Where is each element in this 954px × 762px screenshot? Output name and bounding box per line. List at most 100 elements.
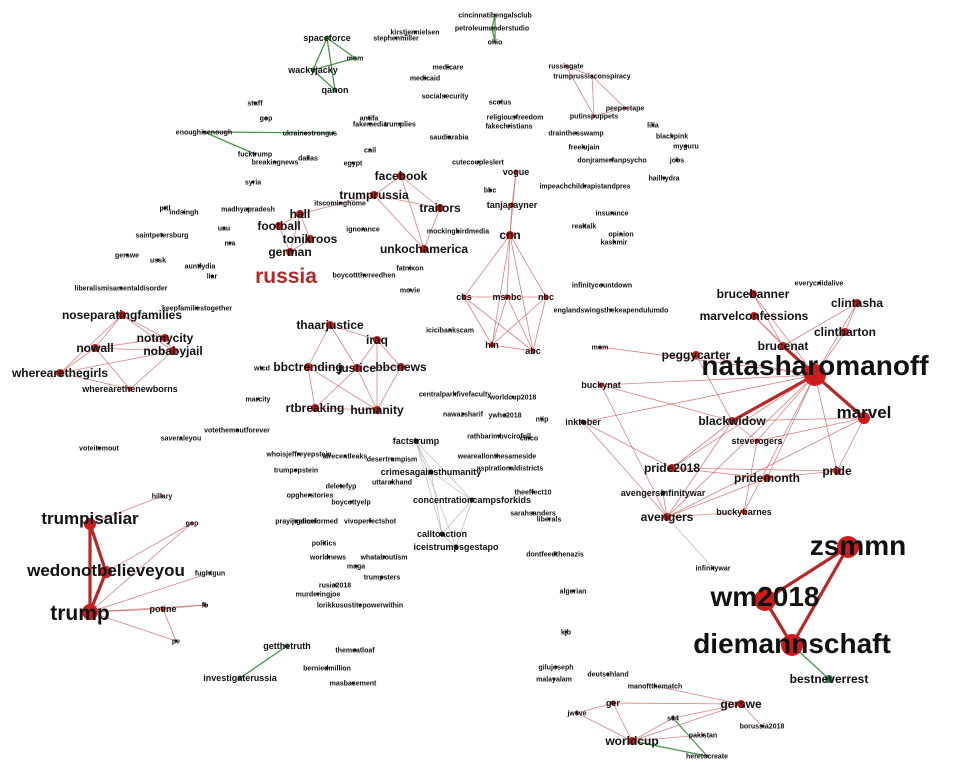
edge-msnbc-abc: [506, 296, 534, 352]
node-label: gop: [186, 520, 199, 527]
node-pridemonth: pridemonth: [734, 471, 800, 485]
node-humanity: humanity: [350, 403, 404, 417]
node-abc: abc: [525, 346, 541, 356]
node-label: ignorance: [346, 226, 380, 233]
edge-ger-gerswe: [612, 702, 742, 705]
node-boycottyelp: boycottyelp: [331, 499, 370, 506]
node-dot: [554, 665, 558, 669]
node-label: saudiarabia: [430, 134, 469, 141]
node-dot: [448, 328, 452, 332]
node-pakistan: pakistan: [689, 732, 717, 739]
node-dot: [368, 519, 372, 523]
node-label: worldcup2018: [489, 394, 537, 401]
node-dot: [580, 419, 586, 425]
node-dot: [837, 536, 859, 558]
node-berniedmillion: berniedmillion: [303, 665, 351, 672]
node-nbc: nbc: [538, 292, 554, 302]
edge-noseparatingfamilies-nowall: [94, 314, 123, 349]
node-fughtgun: fughtgun: [195, 570, 225, 577]
node-politics: politics: [312, 540, 337, 547]
node-impeachchildrapistandpres: impeachchildrapistandpres: [539, 183, 630, 190]
node-unkochamerica: unkochamerica: [380, 242, 468, 256]
node-qanon: qanon: [322, 85, 349, 95]
edge-gerswe-s04: [672, 703, 742, 719]
node-socialsecurity: socialsecurity: [422, 93, 469, 100]
node-mom_mid: mom: [592, 344, 609, 351]
node-dot: [488, 188, 492, 192]
node-dot: [509, 202, 515, 208]
node-label: liar: [207, 273, 218, 280]
node-antifa: antifa: [360, 115, 379, 122]
node-dot: [408, 288, 412, 292]
node-label: cnn: [499, 228, 520, 242]
node-dot: [203, 603, 207, 607]
node-justiceformed: justiceformed: [291, 518, 338, 525]
edge-avengers-buckybarnes: [666, 511, 745, 518]
edge-worldcup-s04: [631, 717, 674, 742]
edge-getthetruth-investigaterussia: [239, 645, 288, 679]
edge-s04-heretocreate: [672, 717, 708, 757]
node-maga: maga: [347, 563, 365, 570]
node-dot: [443, 94, 447, 98]
node-label: voteitemout: [79, 445, 119, 452]
node-label: uau: [218, 225, 230, 232]
node-german: german: [268, 245, 311, 259]
edge-pride2018-pride: [671, 467, 838, 472]
node-kjb: kjb: [561, 629, 571, 636]
edge-bbctrending-rtbreaking: [307, 366, 316, 409]
node-murderingjoe: murderingjoe: [296, 591, 341, 598]
node-label: pridemonth: [734, 471, 800, 485]
node-cinco: cinco: [520, 435, 538, 442]
node-dot: [306, 156, 310, 160]
node-dot: [606, 672, 610, 676]
node-trumpsters: trumpsters: [364, 574, 401, 581]
node-label: humanity: [350, 403, 404, 417]
node-label: diemannschaft: [693, 628, 891, 659]
node-dot: [297, 452, 301, 456]
node-label: worldnews: [309, 554, 346, 561]
node-boycottthereedhen: boycottthereedhen: [332, 272, 395, 279]
node-label: religiousfreedom: [487, 114, 544, 121]
node-dot: [286, 248, 294, 256]
edge-inktober-natasharomanoff: [582, 374, 816, 423]
edge-spaceforce-qanon: [326, 37, 336, 91]
node-ger: ger: [606, 698, 621, 708]
node-dot: [326, 321, 334, 329]
node-justice: justice: [337, 361, 376, 375]
node-dot: [273, 160, 277, 164]
node-dot: [705, 754, 709, 758]
node-label: cutecoupleslert: [452, 159, 504, 166]
node-dot: [590, 74, 594, 78]
node-label: auntlydia: [185, 263, 216, 270]
node-label: notmycity: [137, 331, 194, 345]
node-malayalam: malayalam: [536, 676, 572, 683]
node-liberalismisamentaldisorder: liberalismisamentaldisorder: [75, 285, 168, 292]
node-marcity: marcity: [246, 396, 271, 403]
node-us: us: [329, 130, 337, 137]
node-label: kashmir: [601, 239, 628, 246]
node-label: wtcd: [253, 365, 270, 372]
node-dot: [160, 494, 164, 498]
node-label: msnbc: [492, 292, 521, 302]
edge-traitors-unkochamerica: [423, 207, 441, 250]
node-dot: [653, 684, 657, 688]
node-kirstjennielsen: kirstjennielsen: [390, 29, 439, 36]
edge-zsmmn-wm2018: [764, 545, 849, 602]
node-dot: [198, 264, 202, 268]
node-dot: [531, 490, 535, 494]
node-label: keepfamiliestogether: [162, 305, 232, 312]
node-dot: [508, 466, 512, 470]
node-lorikkusustitepowerwithin: lorikkusustitepowerwithin: [317, 602, 403, 609]
node-label: football: [257, 219, 300, 233]
node-dot: [251, 180, 255, 184]
node-dot: [469, 497, 475, 503]
edge-marvel-blackwidow: [731, 417, 865, 422]
node-dot: [322, 541, 326, 545]
node-label: wherearethegirls: [11, 366, 108, 380]
node-label: uttarakhand: [372, 479, 412, 486]
node-label: sarahsanders: [510, 510, 556, 517]
edge-trumprussia-traitors: [373, 194, 441, 209]
node-label: hailhydra: [648, 175, 679, 182]
node-label: ywhc2018: [488, 412, 521, 419]
